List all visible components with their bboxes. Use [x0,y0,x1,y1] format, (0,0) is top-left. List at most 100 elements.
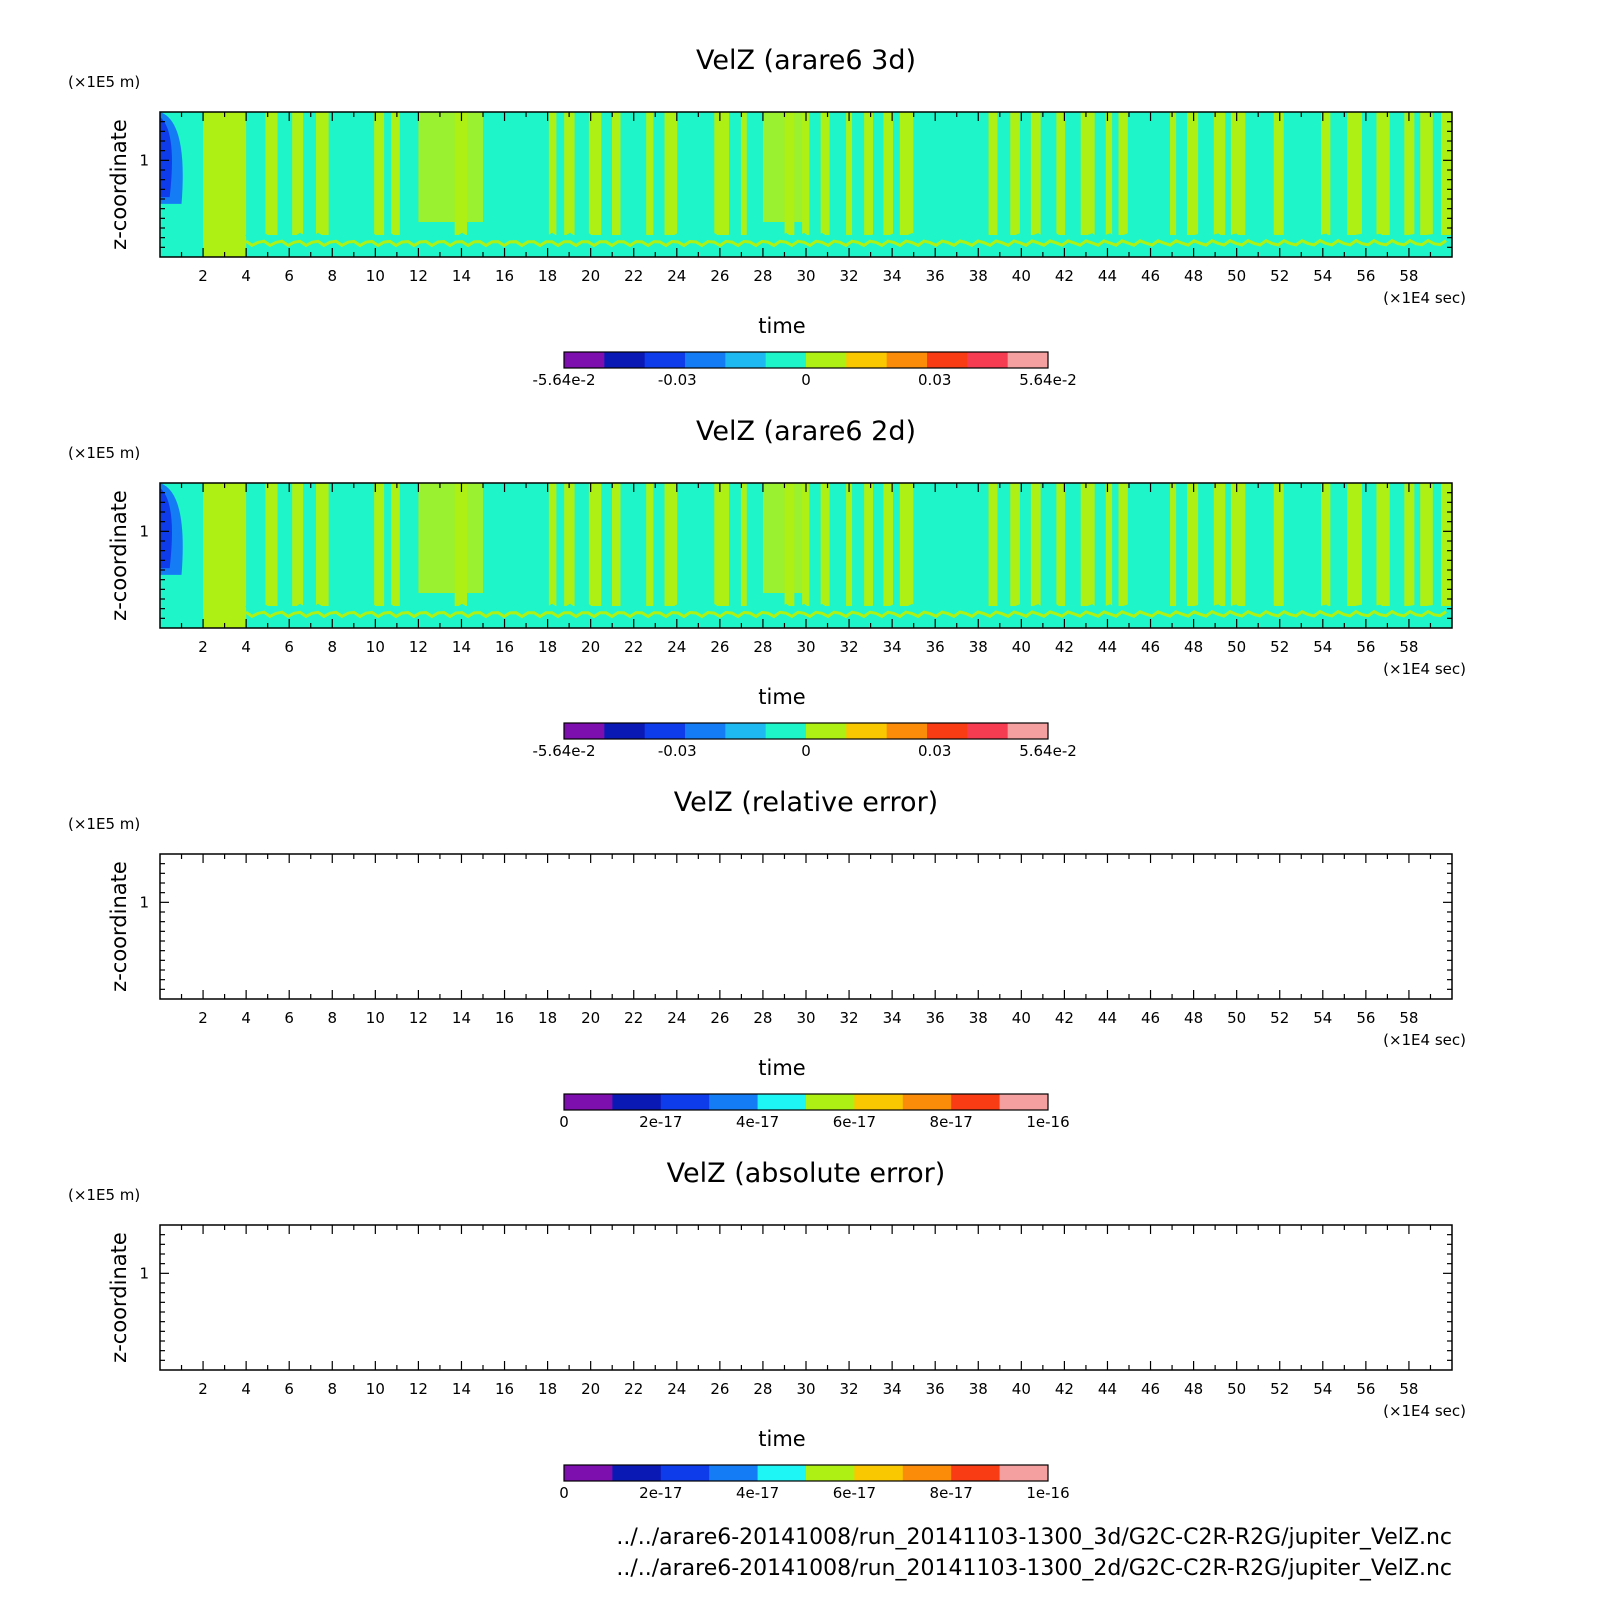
field-band [391,483,400,606]
colorbar: 0 2e-17 4e-17 6e-17 8e-17 1e-16 [559,1464,1070,1502]
x-tick-label: 38 [969,638,988,656]
x-tick-label: 8 [327,1380,337,1398]
field-band [883,483,894,606]
x-tick-label: 18 [538,1009,557,1027]
y-tick-label: 1 [139,893,149,911]
colorbar-swatch [967,723,1009,739]
field-band [899,112,914,235]
panel-2: VelZ (arare6 2d)2 4 6 8 10 12 14 16 18 20 22 24 26 28… [68,416,1466,760]
field-band [762,483,806,593]
x-tick-label: 44 [1098,267,1117,285]
panel-4: VelZ (absolute error)2 4 6 8 10 12 14 16 18 20 22 2… [68,1158,1466,1502]
x-tick-label: 18 [538,638,557,656]
x-tick-label: 22 [624,1009,643,1027]
colorbar-swatch [967,352,1009,368]
field-band [1118,112,1128,235]
x-tick-label: 30 [796,1380,815,1398]
colorbar-swatch [757,1465,807,1481]
x-tick-label: 40 [1012,267,1031,285]
field-band [714,483,730,606]
x-tick-label: 8 [327,267,337,285]
field-band [714,112,730,235]
x-tick-label: 36 [926,638,945,656]
colorbar-swatch [999,1465,1049,1481]
tick-marks [160,483,1452,628]
x-unit: (×1E4 sec) [1383,289,1466,307]
field-band [374,112,385,235]
x-tick-label: 12 [409,1380,428,1398]
colorbar-swatch [806,723,847,739]
field-band [899,483,914,606]
field-band [418,483,483,593]
x-tick-label: 28 [753,638,772,656]
colorbar-swatch [846,352,888,368]
field-wave [245,244,1447,254]
x-tick-label: 56 [1356,638,1375,656]
colorbar: 0 2e-17 4e-17 6e-17 8e-17 1e-16 [559,1093,1070,1131]
x-tick-label: 42 [1055,1009,1074,1027]
field-band [391,112,400,235]
panel-title: VelZ (absolute error) [667,1158,946,1189]
field-band [292,483,304,606]
x-tick-label: 26 [710,267,729,285]
field-band [820,112,830,235]
field-band [1105,483,1113,606]
x-unit: (×1E4 sec) [1383,660,1466,678]
x-tick-label: 12 [409,267,428,285]
colorbar-swatch [685,723,726,739]
field-band [1441,112,1452,235]
x-axis-label: time [758,685,805,709]
field-band [864,483,874,606]
colorbar-label: 4e-17 [736,1484,779,1502]
field-band [1030,112,1041,235]
field-band [564,483,575,606]
y-tick-label: 1 [139,1264,149,1282]
colorbar-swatch [765,723,807,739]
x-tick-label: 32 [840,1009,859,1027]
x-tick-label: 28 [753,1009,772,1027]
colorbar-label: 1e-16 [1026,1484,1069,1502]
x-tick-label: 32 [840,267,859,285]
colorbar-swatch [846,723,888,739]
colorbar-swatch [725,352,767,368]
field-band [988,112,998,235]
field-band [203,112,247,257]
field-band [1347,483,1362,606]
field-band [1441,483,1452,606]
x-tick-label: 16 [495,1009,514,1027]
source-path-3d: ../../arare6-20141008/run_20141103-1300_… [616,1525,1452,1550]
x-tick-label: 16 [495,638,514,656]
colorbar-swatch [644,723,686,739]
x-tick-label: 32 [840,1380,859,1398]
field-band [1105,112,1113,235]
y-unit: (×1E5 m) [68,444,140,462]
field-wave [245,615,1447,625]
field-cells [160,483,1452,628]
colorbar-swatch [685,352,726,368]
x-tick-label: 50 [1227,1380,1246,1398]
field-band [740,112,747,235]
x-tick-label: 24 [667,267,686,285]
x-tick-label: 22 [624,267,643,285]
colorbar-frame [563,1464,1049,1482]
panel-title: VelZ (relative error) [674,787,938,818]
footer: ../../arare6-20141008/run_20141103-1300_… [616,1525,1452,1581]
y-axis-label: z-coordinate [107,119,131,250]
x-tick-label: 42 [1055,1380,1074,1398]
panel-3: VelZ (relative error)2 4 6 8 10 12 14 16 18 20 22 2… [68,787,1466,1131]
field-band [1118,483,1128,606]
colorbar-swatch [757,1094,807,1110]
colorbar-frame [563,722,1049,740]
colorbar-swatch [806,1094,855,1110]
colorbar-swatch [999,1094,1049,1110]
x-axis-label: time [758,314,805,338]
x-tick-label: 2 [198,267,208,285]
field-band [646,112,654,235]
y-axis-label: z-coordinate [107,490,131,621]
x-tick-label: 50 [1227,267,1246,285]
x-tick-label: 28 [753,267,772,285]
x-tick-label: 26 [710,1380,729,1398]
x-tick-label: 30 [796,1009,815,1027]
panels: VelZ (arare6 3d)2 4 6 8 10 12 14 16 18 20 22 24 26 28… [68,45,1466,1502]
x-tick-label: 2 [198,1380,208,1398]
